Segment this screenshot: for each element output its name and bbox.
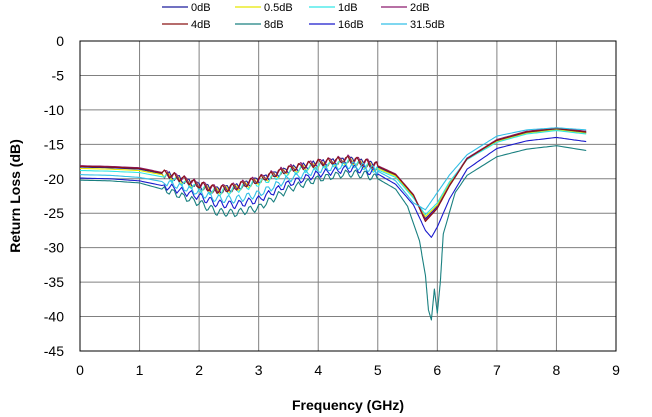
- x-tick-label: 0: [76, 362, 84, 378]
- x-tick-label: 8: [553, 362, 561, 378]
- y-tick-label: -20: [44, 171, 64, 187]
- legend-item: 2dB: [381, 2, 430, 14]
- legend-item: 16dB: [309, 19, 364, 31]
- series-line: [80, 145, 587, 321]
- y-tick-label: -45: [44, 343, 64, 359]
- legend-item: 8dB: [235, 19, 284, 31]
- x-tick-label: 4: [314, 362, 322, 378]
- y-tick-label: -25: [44, 205, 64, 221]
- legend: 0dB 0.5dB 1dB 2dB 4dB 8dB 16dB 31.5dB: [162, 2, 445, 31]
- series-line: [79, 129, 587, 218]
- chart-grid: [80, 41, 616, 351]
- legend-label: 16dB: [338, 19, 364, 31]
- x-tick-label: 3: [255, 362, 263, 378]
- y-tick-label: -5: [52, 67, 65, 83]
- x-tick-label: 1: [136, 362, 144, 378]
- legend-label: 0.5dB: [264, 2, 293, 14]
- y-axis-ticks: 0 -5 -10 -15 -20 -25 -30 -35 -40 -45: [44, 33, 64, 359]
- x-tick-label: 7: [493, 362, 501, 378]
- legend-item: 0dB: [162, 2, 211, 14]
- legend-label: 2dB: [410, 2, 430, 14]
- series-lines: [79, 127, 587, 321]
- legend-label: 4dB: [191, 19, 211, 31]
- y-tick-label: -15: [44, 136, 64, 152]
- plot-area-frame: [79, 40, 617, 352]
- y-tick-label: -40: [44, 309, 64, 325]
- y-tick-label: -10: [44, 102, 64, 118]
- legend-item: 1dB: [309, 2, 358, 14]
- legend-item: 0.5dB: [235, 2, 293, 14]
- legend-label: 0dB: [191, 2, 211, 14]
- y-tick-label: -35: [44, 274, 64, 290]
- series-line: [80, 136, 587, 238]
- legend-label: 31.5dB: [410, 19, 445, 31]
- legend-label: 1dB: [338, 2, 358, 14]
- series-line: [80, 127, 587, 223]
- x-tick-label: 6: [433, 362, 441, 378]
- x-tick-label: 9: [612, 362, 620, 378]
- series-line: [79, 127, 587, 211]
- y-axis-title: Return Loss (dB): [7, 139, 23, 253]
- legend-item: 4dB: [162, 19, 211, 31]
- legend-item: 31.5dB: [381, 19, 445, 31]
- y-tick-label: -30: [44, 240, 64, 256]
- x-axis-ticks: 0 1 2 3 4 5 6 7 8 9: [76, 362, 620, 378]
- x-tick-label: 2: [195, 362, 203, 378]
- y-tick-label: 0: [56, 33, 64, 49]
- x-tick-label: 5: [374, 362, 382, 378]
- legend-label: 8dB: [264, 19, 284, 31]
- x-axis-title: Frequency (GHz): [292, 397, 404, 413]
